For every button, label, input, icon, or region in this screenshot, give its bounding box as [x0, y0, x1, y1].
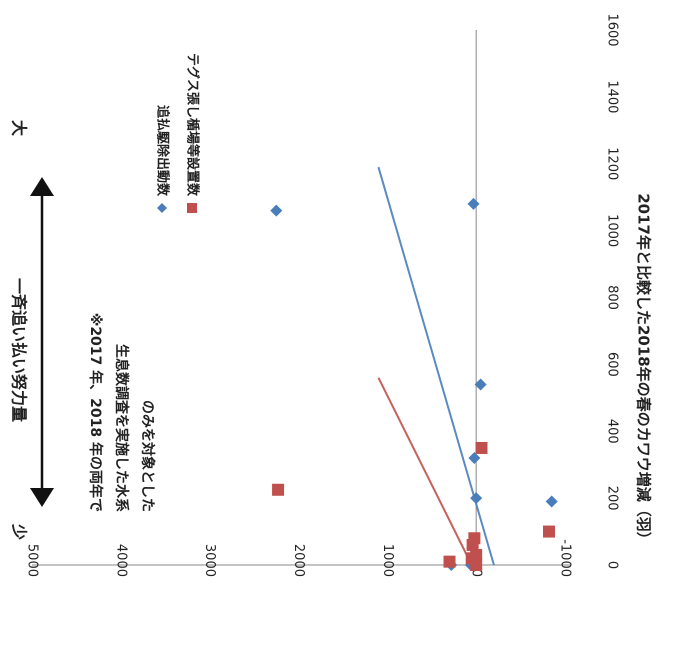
note-line: 生息数調査を実施した水系: [113, 344, 130, 512]
x-tick-label: 200: [605, 486, 620, 511]
data-point: [475, 441, 488, 454]
effort-low-label: 少: [10, 523, 29, 540]
data-point: [443, 555, 456, 568]
y-axis-title: 2017年と比較した2018年の春のカワウ増減（羽）: [635, 193, 653, 547]
annotations: 2017年と比較した2018年の春のカワウ増減（羽） 一斉追い払い努力量 少 大…: [10, 120, 653, 547]
x-tick-label: 1200: [605, 147, 620, 180]
effort-label: 一斉追い払い努力量: [10, 278, 29, 422]
legend-marker: [157, 203, 167, 213]
note-line: のみを対象とした: [139, 400, 156, 512]
data-point: [272, 483, 285, 496]
y-tick-label: 1000: [380, 544, 395, 577]
y-tick-label: 0: [469, 569, 484, 577]
data-point: [474, 378, 487, 391]
effort-high-label: 大: [10, 120, 29, 136]
y-tick-label: 5000: [25, 544, 40, 577]
data-point: [270, 204, 283, 217]
data-point: [470, 559, 483, 571]
legend: 追払駆除出動数 テグス張し楯場等設置数: [155, 53, 201, 213]
data-point: [543, 525, 556, 538]
axes: [32, 30, 571, 567]
data-point: [545, 495, 558, 508]
data-point: [470, 492, 483, 505]
trendline: [377, 377, 473, 566]
legend-label: テグス張し楯場等設置数: [185, 53, 201, 197]
x-tick-label: 600: [605, 352, 620, 377]
y-tick-label: 3000: [202, 544, 217, 577]
data-point: [468, 452, 481, 464]
x-tick-label: 0: [605, 561, 620, 569]
x-tick-label: 800: [605, 285, 620, 310]
arrow-head-high: [30, 177, 54, 196]
x-tick-label: 1000: [605, 214, 620, 247]
data-point: [466, 538, 479, 551]
data-points: [270, 197, 558, 571]
legend-marker: [187, 203, 197, 213]
x-tick-label: 400: [605, 419, 620, 444]
tick-labels: -1000 0 1000 2000 3000 4000 5000 0 200 400 600 800 1…: [25, 13, 620, 577]
y-tick-label: 2000: [291, 544, 306, 577]
note-line: ※2017 年、2018 年の両年で: [87, 313, 104, 512]
x-tick-label: 1600: [605, 13, 620, 46]
y-tick-label: 4000: [113, 544, 128, 577]
arrow-head-low: [30, 488, 54, 507]
legend-label: 追払駆除出動数: [155, 105, 171, 197]
y-tick-label: -1000: [558, 539, 573, 577]
x-tick-label: 1400: [605, 80, 620, 113]
data-point: [467, 197, 480, 210]
